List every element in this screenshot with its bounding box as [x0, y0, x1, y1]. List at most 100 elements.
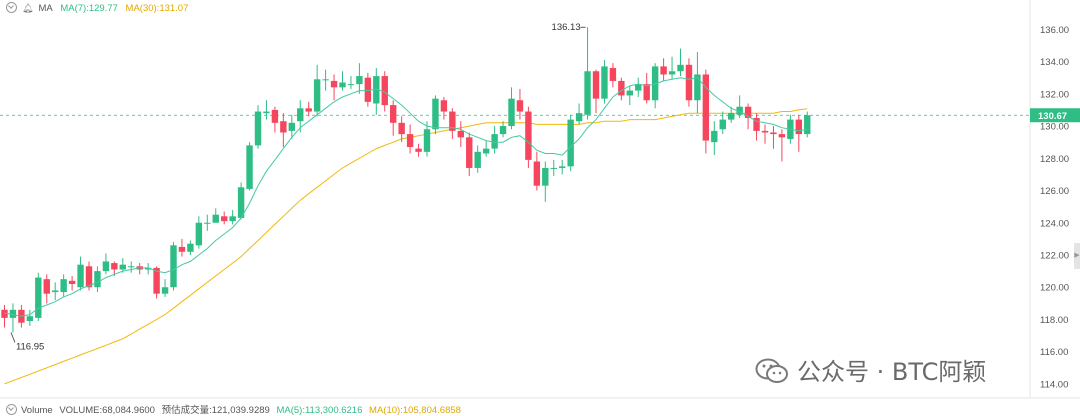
candle-body	[550, 167, 557, 169]
candle-body	[719, 119, 726, 130]
high-price-annotation: 136.13	[552, 22, 581, 33]
candle-body	[35, 277, 42, 318]
candle-body	[635, 84, 642, 91]
candle-body	[525, 111, 532, 160]
candle-body	[153, 267, 160, 294]
candle-body	[339, 82, 346, 88]
candle-body	[744, 106, 752, 118]
candle-body	[601, 66, 608, 99]
y-tick-label: 126.00	[1040, 186, 1069, 197]
candle-body	[694, 74, 701, 101]
candle-body	[237, 187, 245, 218]
candle-body	[373, 76, 380, 104]
candle-body	[508, 98, 515, 127]
candle-body	[398, 122, 405, 135]
candle-body	[432, 98, 439, 130]
candle-body	[187, 243, 194, 252]
candle-body	[246, 145, 253, 189]
candle-body	[761, 130, 769, 133]
current-price-label: 130.67	[1038, 111, 1067, 122]
candle-body	[26, 316, 34, 322]
volume-value: VOLUME:68,084.9600	[59, 405, 155, 416]
volume-ma10: MA(10):105,804.6858	[369, 405, 461, 416]
current-price-tag	[1030, 108, 1080, 123]
watermark-text: 公众号 · BTC阿颖	[797, 358, 987, 386]
ma30-line	[4, 108, 808, 385]
ma7-legend: MA(7):129.77	[60, 3, 118, 14]
candle-body	[356, 76, 363, 85]
candle-body	[119, 264, 126, 270]
candle-body	[702, 74, 710, 141]
candle-body	[170, 245, 177, 288]
candle-body	[643, 84, 650, 101]
candle-body	[347, 84, 355, 86]
candle-body	[795, 119, 802, 135]
volume-ma5: MA(5):113,300.6216	[276, 405, 363, 416]
candle-body	[533, 161, 541, 186]
panel-collapse-handle[interactable]: ▶	[1074, 243, 1080, 269]
candle-body	[330, 80, 338, 88]
candle-body	[43, 279, 50, 294]
candle-body	[651, 66, 659, 101]
y-tick-label: 130.00	[1040, 122, 1069, 133]
candle-body	[221, 216, 228, 222]
candle-body	[313, 79, 321, 112]
y-tick-label: 114.00	[1040, 379, 1068, 390]
candle-body	[128, 266, 135, 268]
volume-legend: Volume VOLUME:68,084.9600 预估成交量:121,039.…	[6, 402, 465, 416]
candle-body	[778, 134, 786, 138]
y-tick-label: 120.00	[1040, 283, 1069, 294]
candle-body	[499, 126, 507, 135]
ma-legend: 🔔︎ MA MA(7):129.77 MA(30):131.07	[6, 2, 193, 14]
candle-body	[736, 106, 743, 115]
candle-body	[52, 290, 59, 293]
y-tick-label: 118.00	[1040, 315, 1068, 326]
candle-body	[68, 280, 76, 285]
candle-body	[280, 121, 287, 133]
indicator-label: MA	[38, 3, 53, 14]
candle-body	[102, 261, 110, 272]
candle-body	[668, 71, 676, 75]
y-tick-label: 128.00	[1040, 154, 1069, 165]
candle-body	[288, 122, 295, 131]
candle-body	[85, 266, 93, 288]
wechat-icon	[755, 358, 788, 383]
estimated-volume: 预估成交量:121,039.9289	[161, 405, 270, 416]
chevron-down-icon[interactable]	[6, 2, 17, 13]
candle-body	[584, 71, 591, 115]
bell-icon[interactable]: 🔔︎	[22, 3, 34, 13]
candle-body	[440, 100, 448, 112]
candle-body	[770, 132, 777, 135]
ma7-line	[4, 77, 808, 317]
candle-body	[466, 137, 473, 168]
candle-body	[1, 309, 8, 318]
candle-body	[677, 64, 684, 72]
candle-body	[474, 151, 481, 168]
candle-body	[449, 111, 456, 131]
candle-body	[516, 100, 524, 112]
candle-body	[415, 148, 422, 152]
candle-body	[381, 76, 388, 106]
y-tick-label: 122.00	[1040, 250, 1069, 261]
candle-body	[457, 130, 464, 138]
candle-body	[204, 222, 211, 224]
chevron-down-icon[interactable]	[6, 404, 17, 415]
candle-body	[195, 222, 203, 246]
y-tick-label: 116.00	[1040, 347, 1068, 358]
low-price-annotation: 116.95	[16, 341, 44, 352]
y-tick-label: 134.00	[1040, 57, 1069, 68]
y-tick-label: 132.00	[1040, 89, 1069, 100]
candle-body	[685, 64, 693, 101]
candle-body	[482, 148, 490, 154]
candle-body	[542, 167, 549, 186]
volume-label: Volume	[21, 405, 53, 416]
candle-body	[111, 263, 118, 270]
candle-body	[9, 309, 17, 318]
candle-body	[711, 130, 718, 143]
candle-body	[94, 271, 101, 288]
candle-body	[364, 77, 372, 102]
candle-body	[728, 113, 735, 120]
candle-body	[229, 216, 236, 222]
candle-body	[423, 129, 431, 152]
